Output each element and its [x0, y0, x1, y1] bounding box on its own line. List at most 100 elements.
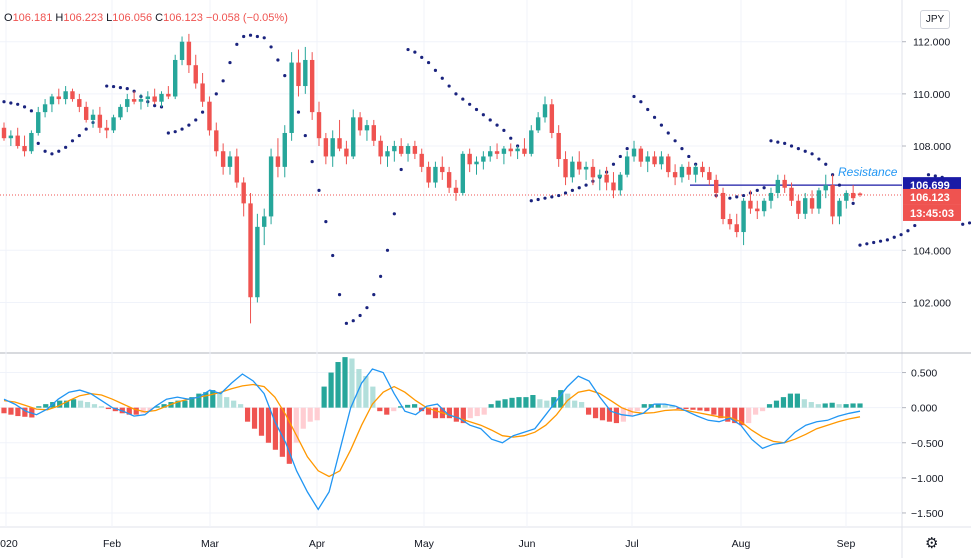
sar-dot [652, 115, 657, 119]
sar-dot [550, 195, 554, 199]
sar-dot [776, 140, 780, 144]
sar-dot [454, 92, 458, 96]
sar-dot [43, 149, 47, 153]
sar-dot [926, 173, 931, 177]
time-axis[interactable]: 2020 Feb Mar Apr May Jun Jul Aug Sep [0, 538, 855, 550]
candle-body [577, 161, 582, 170]
histogram-bar [766, 404, 773, 408]
sar-dot [639, 100, 643, 104]
histogram-bar [544, 400, 550, 408]
sar-dot [680, 147, 684, 151]
histogram-bar [634, 407, 640, 412]
histogram-bar [530, 395, 536, 408]
histogram-bar [36, 406, 42, 408]
macd-y-tick-label: −1.500 [911, 508, 944, 520]
candle-body [809, 198, 815, 209]
candle-body [659, 156, 664, 165]
sar-dot [872, 240, 876, 245]
histogram-bar [175, 400, 181, 408]
histogram-bar [70, 399, 77, 408]
settings-gear-icon[interactable]: ⚙ [925, 535, 939, 552]
sar-dot [214, 92, 218, 96]
candle-body [70, 91, 75, 100]
sar-dot [899, 233, 903, 237]
histogram-bar [286, 407, 292, 464]
candlestick-series[interactable] [1, 33, 863, 324]
histogram-bar [203, 392, 209, 408]
sar-dot [824, 162, 828, 166]
candle-body [125, 99, 130, 107]
histogram-bar [98, 406, 105, 408]
y-tick-label: 110.000 [913, 89, 950, 101]
candle-body [501, 148, 507, 154]
macd-line [3, 368, 861, 511]
histogram-bar [91, 404, 98, 408]
histogram-bar [836, 404, 842, 408]
histogram-bar [147, 407, 153, 412]
sar-dot [64, 145, 68, 149]
macd-y-tick-label: −1.000 [911, 473, 944, 485]
histogram-bar [328, 372, 334, 408]
histogram-bar [105, 407, 111, 410]
currency-button[interactable]: JPY [920, 10, 950, 29]
change-value: −0.058 (−0.05%) [205, 12, 288, 24]
candle-body [570, 161, 575, 178]
histogram-bar [189, 397, 195, 408]
sar-dot [563, 191, 568, 195]
histogram-bar [293, 407, 299, 443]
sar-dot [755, 188, 759, 192]
candle-body [337, 138, 342, 149]
sar-dot [557, 193, 561, 198]
candle-body [220, 151, 226, 167]
high-label: H [55, 12, 64, 24]
sar-dot [235, 42, 239, 46]
histogram-bar [432, 407, 439, 419]
histogram-bar [279, 407, 285, 457]
candle-body [768, 192, 774, 201]
candle-body [385, 151, 390, 157]
candle-body [426, 166, 431, 183]
histogram-bar [321, 386, 327, 408]
histogram-bar [231, 400, 237, 408]
sar-dot [296, 110, 301, 114]
candle-body [666, 156, 671, 173]
price-axis[interactable]: 112.000 110.000 108.000 104.000 102.000 0.500… [902, 37, 951, 520]
histogram-bar [641, 404, 647, 408]
candle-body [481, 156, 486, 162]
histogram-bar [509, 397, 515, 408]
high-value: 106.223 [63, 12, 104, 24]
candle-body [309, 59, 315, 113]
histogram-bar [502, 399, 508, 408]
candle-body [693, 166, 698, 175]
histogram-bar [314, 407, 320, 421]
sar-dot [406, 47, 410, 52]
histogram-bar [780, 397, 787, 408]
sar-dot [358, 313, 362, 318]
histogram-bar [22, 407, 28, 417]
sar-dot [77, 133, 81, 138]
sar-dot [392, 212, 396, 216]
sar-dot [125, 87, 129, 91]
candle-body [590, 166, 596, 178]
sar-dot [22, 105, 27, 109]
x-tick-label: Aug [732, 538, 751, 550]
candle-body [405, 146, 411, 154]
sar-dot [933, 174, 937, 178]
sar-dot [810, 152, 814, 156]
histogram-bar [238, 404, 244, 408]
candle-body [200, 83, 205, 102]
sar-dot [16, 102, 20, 106]
histogram-bar [606, 407, 613, 422]
candle-body [460, 153, 466, 193]
sar-dot [570, 188, 574, 192]
histogram-bar [753, 407, 759, 415]
histogram-bar [732, 407, 738, 424]
candle-body [275, 156, 281, 167]
sar-dot [611, 162, 616, 166]
signal-line [3, 383, 861, 478]
x-tick-label: Apr [309, 538, 326, 550]
countdown-badge: 13:45:03 [910, 208, 954, 220]
candle-body [152, 96, 157, 102]
